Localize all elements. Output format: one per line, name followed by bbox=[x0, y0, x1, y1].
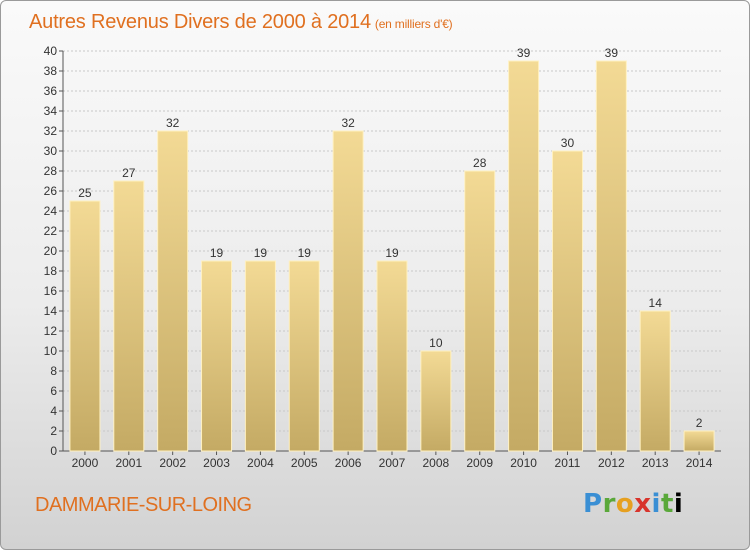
y-tick-label: 22 bbox=[44, 224, 58, 238]
bar-2009 bbox=[464, 170, 496, 452]
logo-letter: i bbox=[673, 489, 684, 519]
y-tick-label: 20 bbox=[44, 244, 58, 258]
y-tick-label: 10 bbox=[44, 344, 58, 358]
x-tick-label: 2013 bbox=[642, 456, 669, 470]
bar-value-label: 25 bbox=[78, 186, 92, 200]
x-tick-label: 2009 bbox=[466, 456, 493, 470]
bar-2002 bbox=[157, 130, 189, 452]
bar-value-label: 10 bbox=[429, 336, 443, 350]
y-tick-label: 38 bbox=[44, 64, 58, 78]
y-tick-label: 16 bbox=[44, 284, 58, 298]
bar-value-label: 30 bbox=[561, 136, 575, 150]
y-tick-label: 24 bbox=[44, 204, 58, 218]
logo-letter: P bbox=[583, 489, 603, 519]
x-tick-label: 2000 bbox=[72, 456, 99, 470]
bar-2012 bbox=[595, 60, 627, 452]
logo-letter: x bbox=[634, 489, 652, 519]
x-tick-label: 2011 bbox=[555, 456, 581, 470]
bar-value-label: 19 bbox=[254, 246, 268, 260]
x-tick-label: 2008 bbox=[423, 456, 450, 470]
bar-value-label: 39 bbox=[517, 46, 531, 60]
x-tick-label: 2002 bbox=[159, 456, 186, 470]
bar-value-label: 32 bbox=[341, 116, 355, 130]
bar-value-label: 2 bbox=[696, 416, 703, 430]
bar-2013 bbox=[639, 310, 671, 452]
bar-value-label: 32 bbox=[166, 116, 180, 130]
x-tick-label: 2006 bbox=[335, 456, 362, 470]
y-tick-label: 28 bbox=[44, 164, 58, 178]
bar-2006 bbox=[332, 130, 364, 452]
logo-letter: i bbox=[651, 489, 661, 519]
bar-value-label: 19 bbox=[385, 246, 399, 260]
logo-letter: o bbox=[615, 489, 635, 519]
bar-value-label: 28 bbox=[473, 156, 487, 170]
y-tick-label: 40 bbox=[44, 44, 58, 58]
y-tick-label: 6 bbox=[50, 384, 57, 398]
bar-2003 bbox=[201, 260, 233, 452]
bars bbox=[69, 60, 715, 452]
labels: 25 2000 27 2001 32 2002 19 2003 19 2004 19 2005 32 20… bbox=[72, 46, 713, 470]
x-tick-label: 2014 bbox=[686, 456, 713, 470]
bar-2011 bbox=[551, 150, 583, 452]
x-tick-label: 2001 bbox=[115, 456, 142, 470]
bar-value-label: 27 bbox=[122, 166, 136, 180]
y-tick-label: 2 bbox=[50, 424, 57, 438]
logo-letter: t bbox=[660, 489, 674, 519]
bar-2008 bbox=[420, 350, 452, 452]
bar-2000 bbox=[69, 200, 101, 452]
x-tick-label: 2003 bbox=[203, 456, 230, 470]
y-tick-label: 26 bbox=[44, 184, 58, 198]
x-tick-label: 2004 bbox=[247, 456, 274, 470]
bar-2010 bbox=[508, 60, 540, 452]
x-tick-label: 2010 bbox=[510, 456, 537, 470]
bar-2007 bbox=[376, 260, 408, 452]
logo-letter: r bbox=[602, 489, 616, 519]
y-tick-label: 34 bbox=[44, 104, 58, 118]
y-tick-label: 30 bbox=[44, 144, 58, 158]
bar-value-label: 39 bbox=[605, 46, 619, 60]
x-tick-label: 2007 bbox=[379, 456, 406, 470]
bar-2005 bbox=[288, 260, 320, 452]
y-tick-label: 36 bbox=[44, 84, 58, 98]
chart-unit: (en milliers d'€) bbox=[374, 17, 453, 31]
y-tick-label: 12 bbox=[44, 324, 58, 338]
y-tick-label: 4 bbox=[50, 404, 57, 418]
y-tick-label: 14 bbox=[44, 304, 58, 318]
y-tick-label: 8 bbox=[50, 364, 57, 378]
bar-value-label: 19 bbox=[210, 246, 224, 260]
bar-value-label: 14 bbox=[649, 296, 663, 310]
proxiti-logo: Proxiti bbox=[583, 489, 683, 519]
commune-name: DAMMARIE-SUR-LOING bbox=[35, 494, 252, 516]
x-tick-label: 2005 bbox=[291, 456, 318, 470]
y-tick-label: 0 bbox=[50, 444, 57, 458]
chart-title: Autres Revenus Divers de 2000 à 2014 (en … bbox=[29, 11, 453, 34]
chart-title-text: Autres Revenus Divers de 2000 à 2014 bbox=[29, 11, 371, 33]
bar-2014 bbox=[683, 430, 715, 452]
x-tick-label: 2012 bbox=[598, 456, 625, 470]
y-tick-label: 18 bbox=[44, 264, 58, 278]
y-tick-label: 32 bbox=[44, 124, 58, 138]
bar-value-label: 19 bbox=[298, 246, 312, 260]
bar-2004 bbox=[244, 260, 276, 452]
bar-2001 bbox=[113, 180, 145, 452]
